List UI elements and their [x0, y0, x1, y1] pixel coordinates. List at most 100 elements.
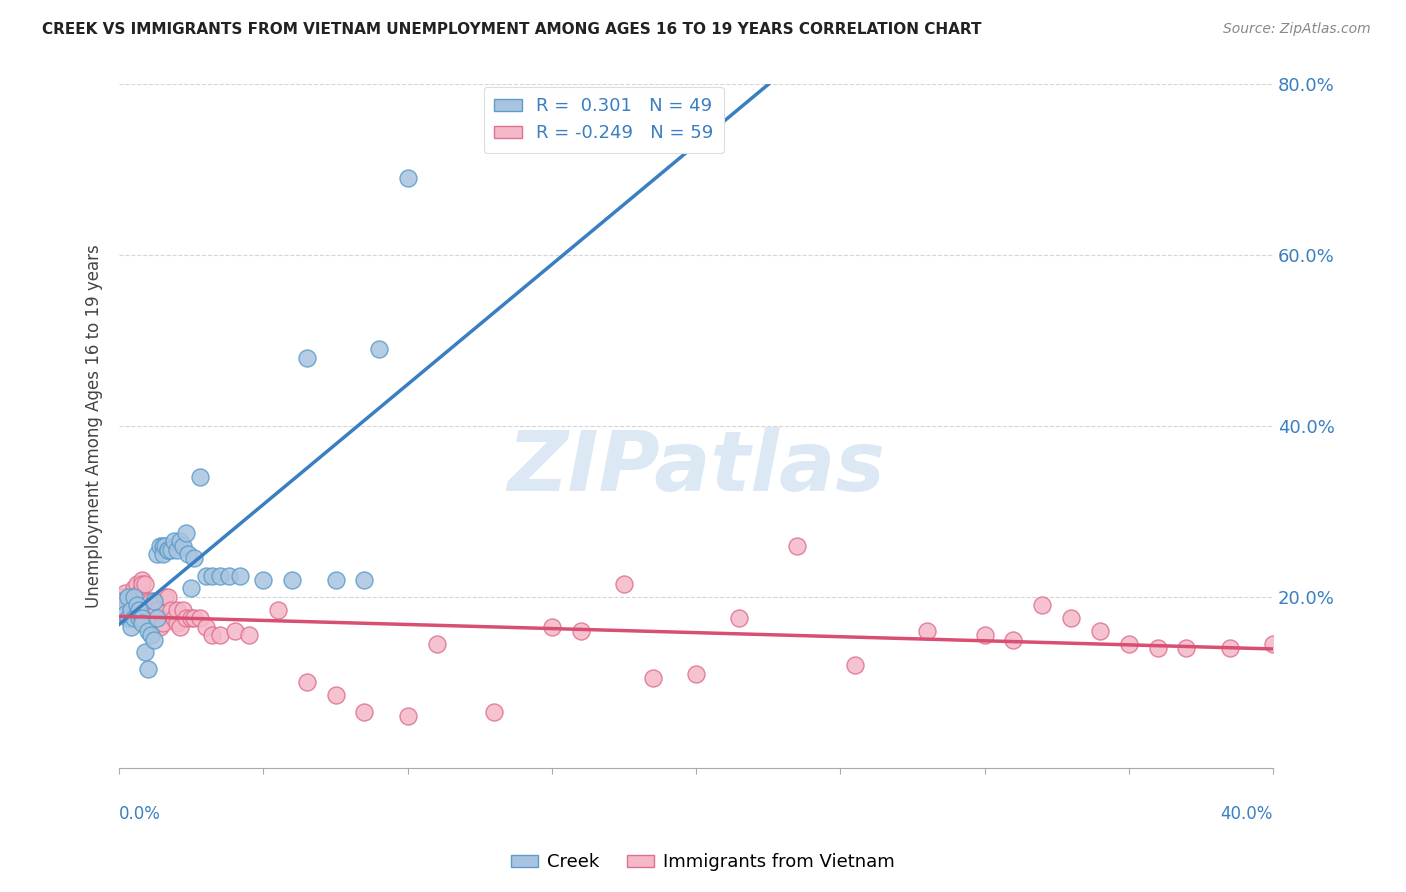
- Point: [134, 645, 156, 659]
- Point: [728, 611, 751, 625]
- Point: [1146, 641, 1168, 656]
- Point: [174, 525, 197, 540]
- Point: [139, 628, 162, 642]
- Point: [142, 594, 165, 608]
- Point: [136, 594, 159, 608]
- Point: [128, 611, 150, 625]
- Point: [155, 590, 177, 604]
- Point: [183, 551, 205, 566]
- Point: [484, 705, 506, 719]
- Point: [155, 539, 177, 553]
- Point: [114, 585, 136, 599]
- Legend: R =  0.301   N = 49, R = -0.249   N = 59: R = 0.301 N = 49, R = -0.249 N = 59: [484, 87, 724, 153]
- Point: [218, 568, 240, 582]
- Point: [166, 615, 188, 630]
- Point: [120, 603, 142, 617]
- Point: [125, 577, 148, 591]
- Point: [353, 705, 375, 719]
- Text: 40.0%: 40.0%: [1220, 805, 1272, 823]
- Point: [973, 628, 995, 642]
- Point: [194, 568, 217, 582]
- Point: [169, 620, 191, 634]
- Point: [641, 671, 664, 685]
- Point: [425, 637, 447, 651]
- Point: [200, 568, 222, 582]
- Point: [128, 603, 150, 617]
- Point: [163, 611, 186, 625]
- Point: [111, 590, 134, 604]
- Point: [149, 539, 172, 553]
- Point: [180, 611, 202, 625]
- Point: [267, 603, 290, 617]
- Point: [142, 632, 165, 647]
- Point: [169, 534, 191, 549]
- Point: [117, 590, 139, 604]
- Point: [396, 709, 419, 723]
- Point: [238, 628, 260, 642]
- Point: [1219, 641, 1241, 656]
- Point: [136, 663, 159, 677]
- Point: [152, 615, 174, 630]
- Point: [281, 573, 304, 587]
- Point: [152, 539, 174, 553]
- Point: [122, 590, 145, 604]
- Point: [122, 582, 145, 596]
- Point: [396, 171, 419, 186]
- Point: [114, 607, 136, 621]
- Point: [295, 351, 318, 365]
- Point: [111, 594, 134, 608]
- Point: [174, 611, 197, 625]
- Text: Source: ZipAtlas.com: Source: ZipAtlas.com: [1223, 22, 1371, 37]
- Point: [146, 611, 169, 625]
- Point: [131, 573, 153, 587]
- Point: [172, 603, 194, 617]
- Point: [1060, 611, 1083, 625]
- Point: [160, 542, 183, 557]
- Point: [325, 573, 347, 587]
- Point: [209, 628, 232, 642]
- Point: [685, 666, 707, 681]
- Point: [1031, 599, 1053, 613]
- Legend: Creek, Immigrants from Vietnam: Creek, Immigrants from Vietnam: [505, 847, 901, 879]
- Point: [139, 594, 162, 608]
- Point: [224, 624, 246, 638]
- Point: [541, 620, 564, 634]
- Point: [1118, 637, 1140, 651]
- Point: [122, 611, 145, 625]
- Point: [131, 615, 153, 630]
- Point: [142, 607, 165, 621]
- Point: [152, 547, 174, 561]
- Point: [120, 594, 142, 608]
- Point: [844, 658, 866, 673]
- Point: [177, 547, 200, 561]
- Point: [613, 577, 636, 591]
- Point: [188, 470, 211, 484]
- Point: [172, 539, 194, 553]
- Point: [569, 624, 592, 638]
- Point: [120, 620, 142, 634]
- Point: [157, 542, 180, 557]
- Point: [117, 611, 139, 625]
- Point: [131, 611, 153, 625]
- Point: [163, 534, 186, 549]
- Point: [353, 573, 375, 587]
- Point: [183, 611, 205, 625]
- Point: [915, 624, 938, 638]
- Point: [166, 542, 188, 557]
- Point: [194, 620, 217, 634]
- Text: 0.0%: 0.0%: [120, 805, 162, 823]
- Point: [157, 542, 180, 557]
- Y-axis label: Unemployment Among Ages 16 to 19 years: Unemployment Among Ages 16 to 19 years: [86, 244, 103, 608]
- Point: [188, 611, 211, 625]
- Point: [1002, 632, 1025, 647]
- Point: [180, 582, 202, 596]
- Point: [166, 603, 188, 617]
- Point: [125, 599, 148, 613]
- Point: [157, 590, 180, 604]
- Point: [252, 573, 274, 587]
- Point: [229, 568, 252, 582]
- Point: [146, 547, 169, 561]
- Point: [146, 603, 169, 617]
- Point: [1175, 641, 1198, 656]
- Point: [325, 688, 347, 702]
